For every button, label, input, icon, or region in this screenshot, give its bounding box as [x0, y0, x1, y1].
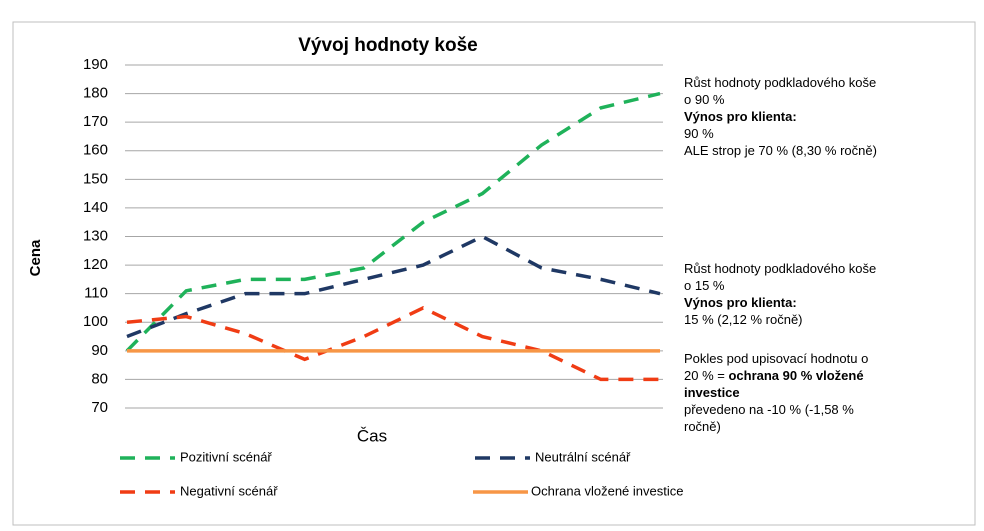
annotation-part: převedeno na -10 % (-1,58 %: [684, 402, 854, 417]
y-tick-label: 80: [91, 370, 108, 387]
annotation-part: 15 % (2,12 % ročně): [684, 312, 803, 327]
annotation: ALE strop je 70 % (8,30 % ročně): [684, 143, 877, 158]
y-tick-label: 170: [83, 113, 108, 130]
y-tick-label: 110: [84, 285, 108, 302]
annotation-part: Výnos pro klienta:: [684, 295, 797, 310]
y-tick-label: 190: [83, 56, 108, 73]
annotation-part: 20 % =: [684, 368, 728, 383]
annotation-part: Růst hodnoty podkladového koše: [684, 261, 876, 276]
annotation-part: o 15 %: [684, 278, 725, 293]
x-axis-label: Čas: [357, 426, 387, 445]
y-tick-label: 130: [83, 227, 108, 244]
annotation: o 15 %: [684, 278, 725, 293]
annotation-part: 90 %: [684, 126, 714, 141]
annotation: ročně): [684, 419, 721, 434]
y-tick-label: 140: [83, 199, 108, 216]
y-tick-label: 160: [83, 142, 108, 159]
y-axis-label: Cena: [27, 239, 44, 276]
chart-title: Vývoj hodnoty koše: [298, 35, 477, 56]
annotation-part: o 90 %: [684, 92, 725, 107]
annotation: investice: [684, 385, 740, 400]
annotation: Výnos pro klienta:: [684, 109, 797, 124]
legend-label: Pozitivní scénář: [180, 449, 272, 464]
series-line: [126, 306, 660, 382]
y-tick-label: 180: [83, 85, 108, 102]
annotation-part: ochrana 90 % vložené: [728, 368, 863, 383]
y-tick-label: 150: [83, 170, 108, 187]
annotation: 15 % (2,12 % ročně): [684, 312, 803, 327]
y-tick-label: 120: [83, 256, 108, 273]
annotation: Výnos pro klienta:: [684, 295, 797, 310]
annotation: o 90 %: [684, 92, 725, 107]
annotation: 20 % = ochrana 90 % vložené: [684, 368, 864, 383]
legend-label: Neutrální scénář: [535, 449, 631, 464]
series-line: [125, 91, 661, 353]
legend-label: Ochrana vložené investice: [531, 483, 683, 498]
frame: [12, 21, 976, 526]
series-line: [126, 234, 661, 339]
y-tick-label: 90: [91, 342, 108, 359]
annotation: Pokles pod upisovací hodnotu o: [684, 351, 868, 366]
annotation: Růst hodnoty podkladového koše: [684, 261, 876, 276]
annotation: Růst hodnoty podkladového koše: [684, 75, 876, 90]
legend-label: Negativní scénář: [180, 483, 278, 498]
y-tick-label: 70: [91, 399, 108, 416]
annotation: převedeno na -10 % (-1,58 %: [684, 402, 854, 417]
annotation-part: Pokles pod upisovací hodnotu o: [684, 351, 868, 366]
annotation-part: investice: [684, 385, 740, 400]
annotation-part: Růst hodnoty podkladového koše: [684, 75, 876, 90]
annotation: 90 %: [684, 126, 714, 141]
annotation-part: Výnos pro klienta:: [684, 109, 797, 124]
annotation-part: ALE strop je 70 % (8,30 % ročně): [684, 143, 877, 158]
annotation-part: ročně): [684, 419, 721, 434]
y-tick-label: 100: [83, 313, 108, 330]
